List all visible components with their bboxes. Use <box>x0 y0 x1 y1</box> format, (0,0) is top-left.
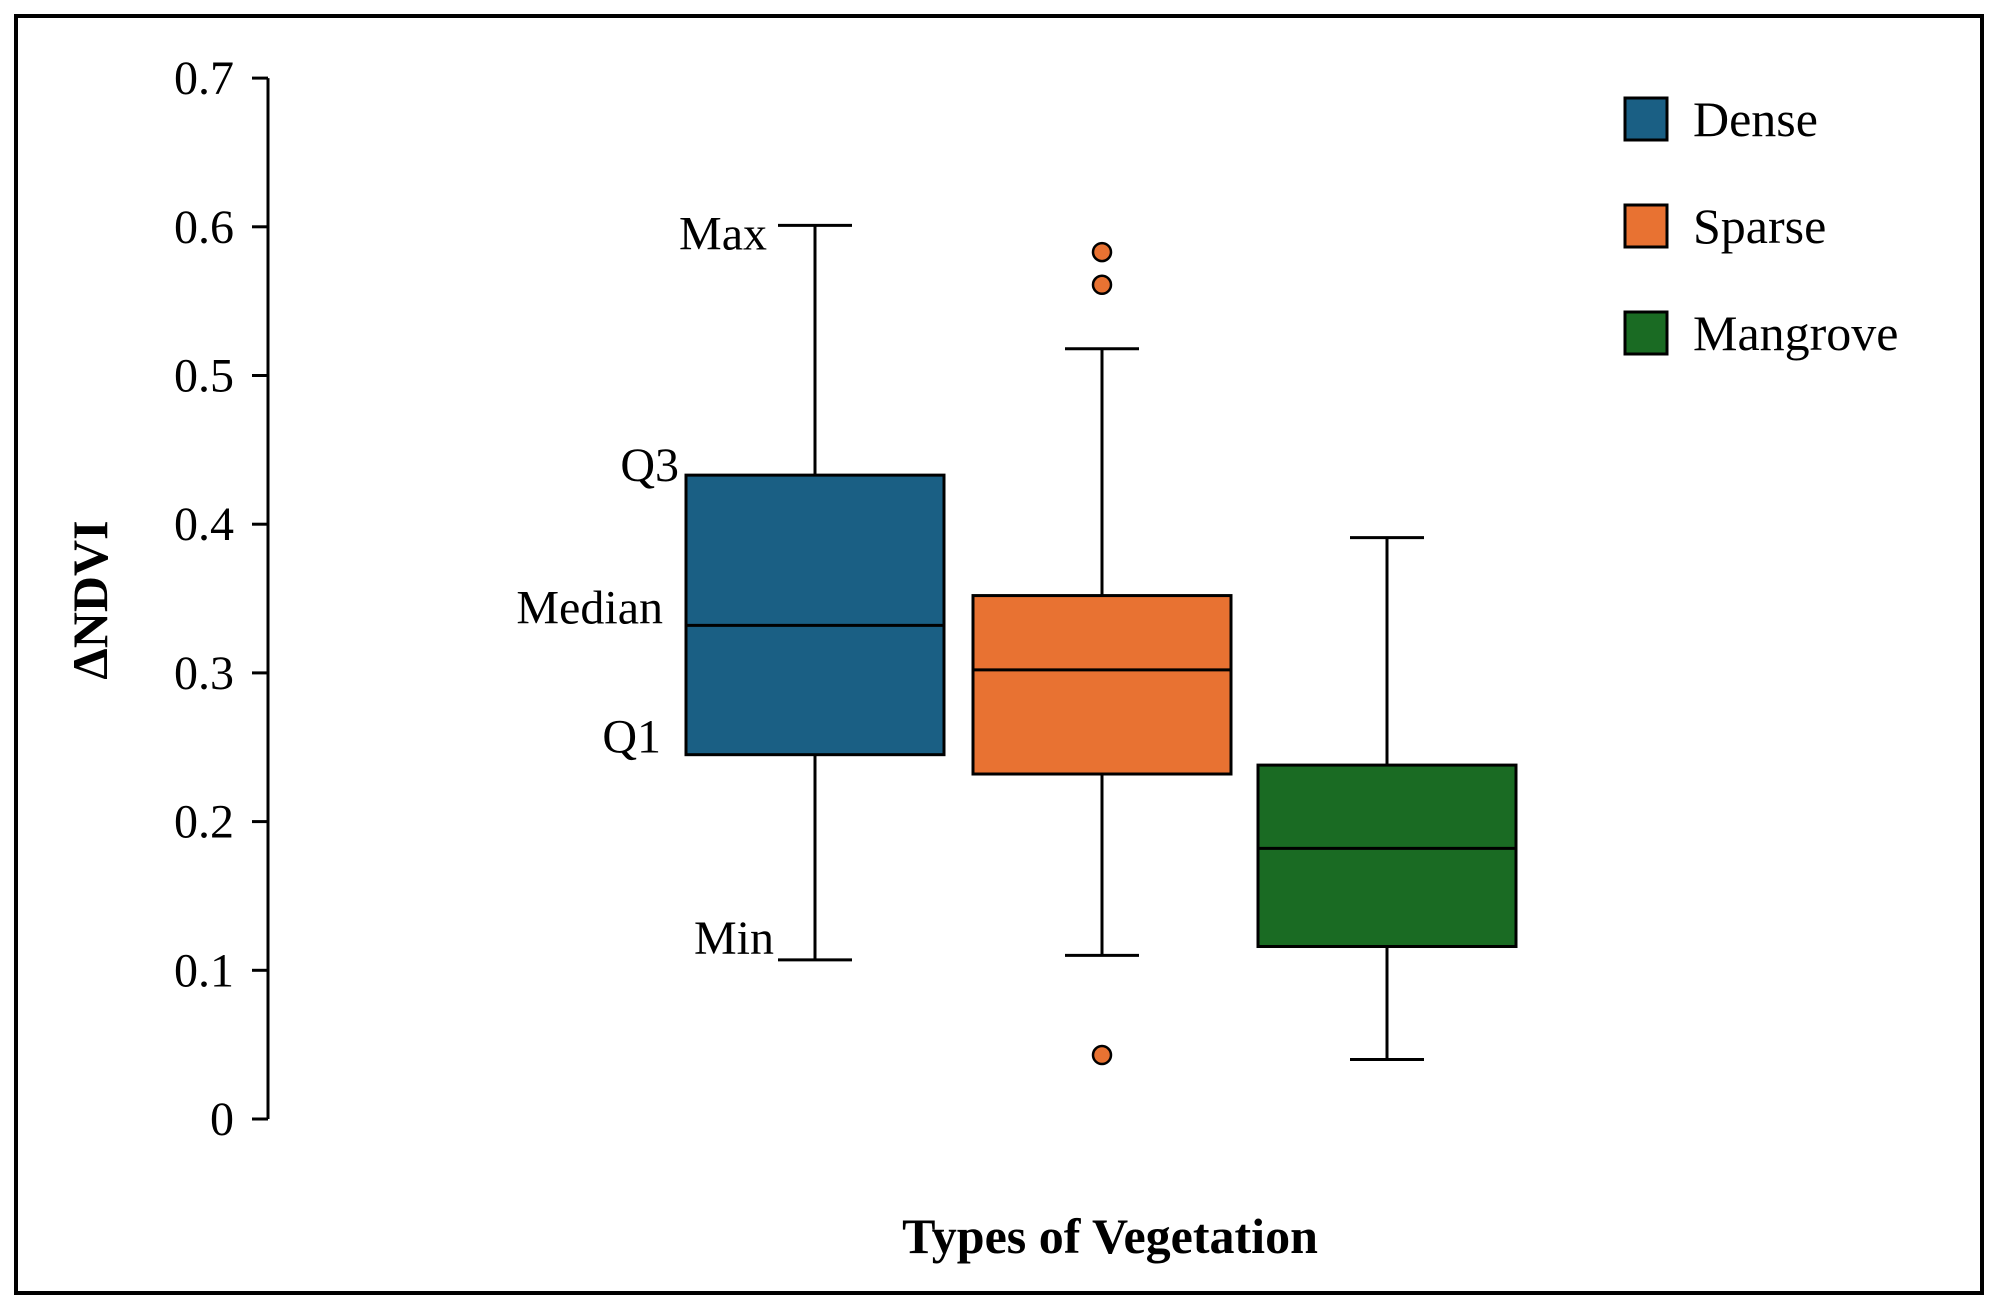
iqr-box <box>971 594 1233 776</box>
outlier-point <box>1091 241 1113 263</box>
x-axis-title: Types of Vegetation <box>902 1208 1318 1264</box>
annotation-median: Median <box>516 581 663 634</box>
y-tick-label: 0.1 <box>174 944 234 997</box>
boxes-layer <box>684 223 1518 1066</box>
legend: Dense Sparse Mangrove <box>1623 91 1899 361</box>
axes-layer: 0 0.1 0.2 0.3 0.4 0.5 0.6 0.7 <box>174 52 270 1146</box>
legend-swatch <box>1623 203 1669 249</box>
legend-item-dense: Dense <box>1623 91 1818 147</box>
iqr-box <box>1256 763 1518 949</box>
annotation-min: Min <box>694 912 774 965</box>
outlier-point <box>1091 274 1113 296</box>
legend-label: Sparse <box>1693 198 1826 254</box>
box-group-dense <box>684 223 946 962</box>
iqr-box <box>684 473 946 757</box>
legend-label: Dense <box>1693 91 1818 147</box>
y-tick-label: 0.5 <box>174 350 234 403</box>
y-tick-label: 0.7 <box>174 52 234 105</box>
y-tick-label: 0.3 <box>174 647 234 700</box>
y-axis-title: ΔNDVI <box>62 520 118 679</box>
y-tick-label: 0.4 <box>174 498 234 551</box>
annotation-q3: Q3 <box>620 439 679 492</box>
legend-item-sparse: Sparse <box>1623 198 1826 254</box>
y-tick-label: 0.6 <box>174 201 234 254</box>
legend-swatch <box>1623 310 1669 356</box>
legend-swatch <box>1623 96 1669 142</box>
annotation-q1: Q1 <box>602 711 661 764</box>
box-group-sparse <box>971 241 1233 1066</box>
legend-item-mangrove: Mangrove <box>1623 305 1899 361</box>
box-group-mangrove <box>1256 536 1518 1062</box>
legend-label: Mangrove <box>1693 305 1899 361</box>
annotation-layer: Max Q3 Median Q1 Min <box>516 207 774 965</box>
y-tick-label: 0.2 <box>174 796 234 849</box>
outlier-point <box>1091 1044 1113 1066</box>
annotation-max: Max <box>679 207 767 260</box>
y-tick-label: 0 <box>210 1093 234 1146</box>
